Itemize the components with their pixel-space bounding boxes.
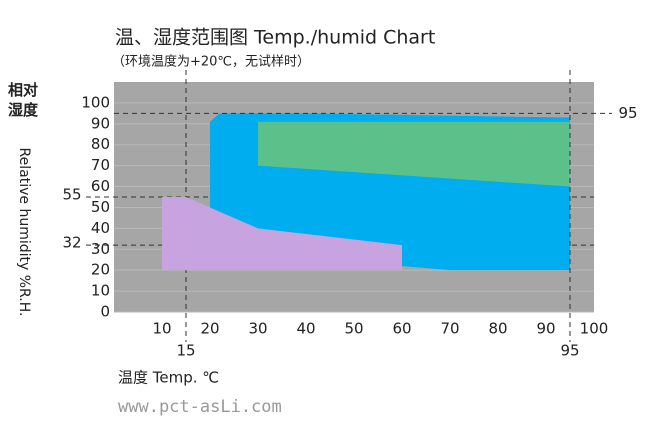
x-tick-label: 40	[296, 320, 315, 338]
x-axis-label: 温度 Temp. ℃	[118, 369, 219, 387]
reference-label: 15	[176, 342, 195, 360]
y-tick-label: 80	[91, 135, 110, 153]
chart-title: 温、湿度范围图 Temp./humid Chart	[115, 27, 435, 49]
y-tick-label: 100	[81, 93, 110, 111]
x-tick-label: 10	[152, 320, 171, 338]
region	[258, 121, 570, 187]
region	[162, 197, 402, 271]
y-tick-label: 40	[91, 219, 110, 237]
reference-label: 32	[62, 234, 81, 252]
reference-label: 95	[560, 342, 579, 360]
x-tick-label: 20	[200, 320, 219, 338]
x-tick-label: 70	[440, 320, 459, 338]
x-tick-label: 60	[392, 320, 411, 338]
y-axis-label: Relative humidity %R.H.	[16, 148, 32, 317]
x-tick-label: 50	[344, 320, 363, 338]
y-axis-label-cn: 相对湿度	[8, 81, 39, 119]
y-tick-label: 20	[91, 261, 110, 279]
chart-subtitle: （环境温度为+20℃，无试样时）	[112, 54, 310, 70]
y-tick-label: 60	[91, 177, 110, 195]
y-tick-label: 10	[91, 282, 110, 300]
x-tick-label: 100	[580, 320, 609, 338]
x-tick-label: 30	[248, 320, 267, 338]
x-tick-label: 80	[488, 320, 507, 338]
y-tick-label: 90	[91, 114, 110, 132]
reference-label: 95	[618, 104, 637, 122]
y-tick-label: 30	[91, 240, 110, 258]
y-tick-label: 70	[91, 156, 110, 174]
footer: www.pct-asLi.com	[118, 397, 282, 417]
x-tick-label: 90	[536, 320, 555, 338]
reference-label: 55	[62, 186, 81, 204]
y-tick-label: 50	[91, 198, 110, 216]
y-tick-label: 0	[100, 303, 110, 321]
